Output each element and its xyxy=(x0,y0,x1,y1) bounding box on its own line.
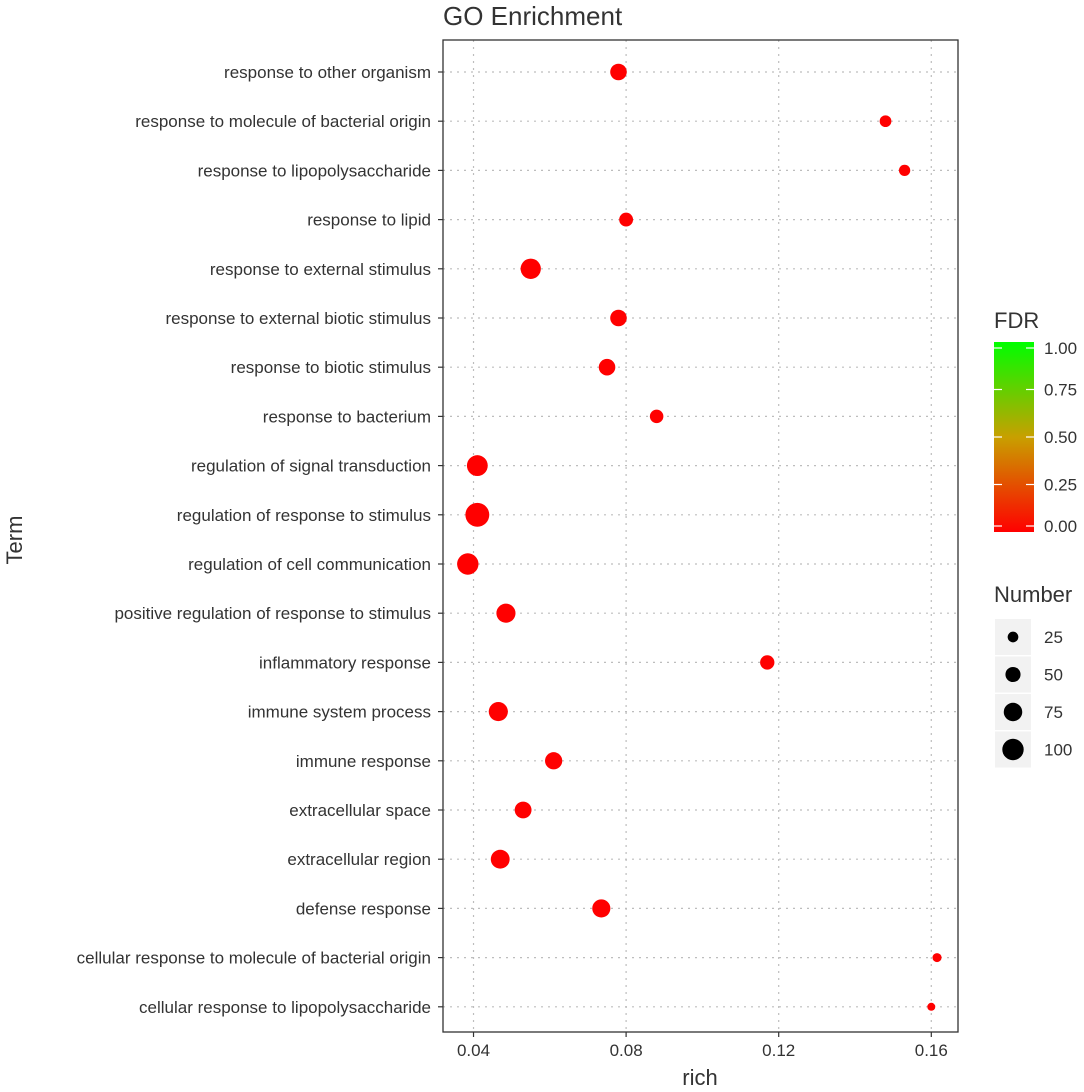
fdr-legend-title: FDR xyxy=(994,308,1039,333)
x-tick-label: 0.08 xyxy=(610,1041,643,1060)
number-legend-title: Number xyxy=(994,582,1072,607)
number-legend-key xyxy=(1007,631,1019,643)
data-point xyxy=(545,752,563,770)
y-tick-label: cellular response to molecule of bacteri… xyxy=(77,949,431,968)
data-point xyxy=(927,1002,936,1011)
y-tick-label: regulation of signal transduction xyxy=(191,457,431,476)
plot-area: response to other organism response to mo… xyxy=(77,39,959,1060)
y-tick-label: response to lipopolysaccharide xyxy=(198,161,431,180)
y-tick-label: positive regulation of response to stimu… xyxy=(114,604,431,623)
data-point xyxy=(619,212,634,227)
y-tick-label: response to lipid xyxy=(307,211,431,230)
data-point xyxy=(496,603,516,623)
x-tick-label: 0.04 xyxy=(457,1041,490,1060)
y-tick-label: regulation of cell communication xyxy=(188,555,431,574)
x-tick-label: 0.16 xyxy=(915,1041,948,1060)
data-point xyxy=(879,115,892,128)
panel-border xyxy=(442,39,959,1033)
chart-title: GO Enrichment xyxy=(443,1,623,31)
data-point xyxy=(898,164,911,177)
y-tick-label: response to other organism xyxy=(224,63,431,82)
number-legend-label: 50 xyxy=(1044,666,1063,685)
fdr-tick-label: 1.00 xyxy=(1044,339,1077,358)
data-point xyxy=(466,455,488,477)
data-point xyxy=(514,801,532,819)
data-point xyxy=(760,655,775,670)
y-tick-label: response to bacterium xyxy=(263,407,431,426)
legends: FDR 1.00 0.75 0.50 0.25 0.00 Number 25 50 75 100 xyxy=(994,308,1077,768)
data-point xyxy=(520,258,541,279)
data-point xyxy=(592,899,611,918)
data-point xyxy=(932,953,942,963)
y-tick-label: response to external biotic stimulus xyxy=(165,309,431,328)
y-axis-title: Term xyxy=(2,516,27,565)
y-tick-label: extracellular space xyxy=(289,801,431,820)
x-tick-label: 0.12 xyxy=(762,1041,795,1060)
number-legend-label: 25 xyxy=(1044,628,1063,647)
y-tick-label: response to biotic stimulus xyxy=(231,358,431,377)
panel-background xyxy=(443,40,958,1032)
fdr-tick-label: 0.50 xyxy=(1044,428,1077,447)
data-point xyxy=(490,849,510,869)
data-point xyxy=(598,358,616,376)
data-point xyxy=(649,409,664,424)
y-tick-label: cellular response to lipopolysaccharide xyxy=(139,998,431,1017)
y-tick-label: regulation of response to stimulus xyxy=(177,506,431,525)
x-axis-label: rich xyxy=(682,1065,717,1090)
y-tick-label: response to molecule of bacterial origin xyxy=(135,112,431,131)
number-legend-key xyxy=(1003,702,1023,722)
fdr-tick-label: 0.25 xyxy=(1044,476,1077,495)
data-point xyxy=(465,502,490,527)
fdr-tick-label: 0.00 xyxy=(1044,517,1077,536)
y-tick-label: response to external stimulus xyxy=(210,260,431,279)
y-axis-label: Term xyxy=(2,516,27,565)
y-tick-label: immune system process xyxy=(248,703,431,722)
fdr-tick-label: 0.75 xyxy=(1044,381,1077,400)
y-tick-label: defense response xyxy=(296,899,431,918)
data-point xyxy=(610,309,627,327)
number-legend-label: 100 xyxy=(1044,741,1072,760)
data-point xyxy=(610,63,627,81)
number-legend-key xyxy=(1005,666,1021,683)
data-point xyxy=(488,702,508,722)
number-legend-key xyxy=(1002,738,1024,761)
y-tick-label: extracellular region xyxy=(287,850,431,869)
y-tick-label: inflammatory response xyxy=(259,653,431,672)
number-legend-label: 75 xyxy=(1044,703,1063,722)
y-tick-label: immune response xyxy=(296,752,431,771)
data-point xyxy=(457,553,479,575)
